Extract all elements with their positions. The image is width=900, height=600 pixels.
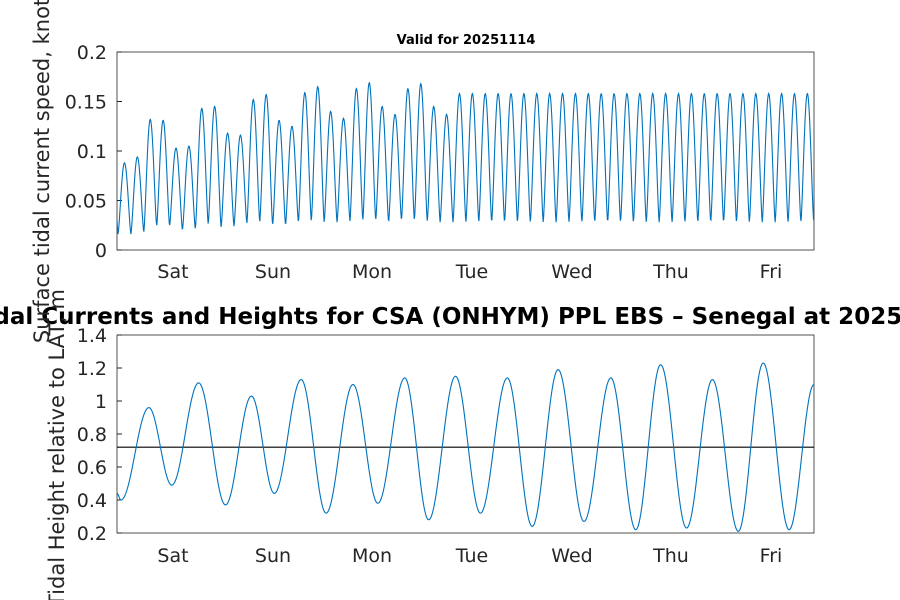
current-y-tick-label: 0.15 <box>65 92 107 114</box>
current-y-tick-label: 0 <box>95 240 107 262</box>
height-y-tick-label: 0.8 <box>77 424 107 446</box>
current-y-tick-label: 0.1 <box>77 141 107 163</box>
height-x-tick-label: Sat <box>157 545 188 567</box>
current-x-tick-label: Wed <box>551 261 592 283</box>
height-x-tick-label: Fri <box>760 545 783 567</box>
current-x-tick-label: Sun <box>255 261 291 283</box>
current-x-axis: Sat Sun Mon Tue Wed Thu Fri <box>157 261 782 283</box>
height-x-tick-label: Wed <box>551 545 592 567</box>
current-x-tick-label: Thu <box>652 261 689 283</box>
current-x-tick-label: Sat <box>157 261 188 283</box>
height-y-tick-label: 0.6 <box>77 457 107 479</box>
current-x-tick-label: Fri <box>760 261 783 283</box>
height-y-tick-label: 1.4 <box>77 325 107 347</box>
height-y-axis-label: Tidal Height relative to LAT, m <box>45 289 69 600</box>
current-x-tick-label: Tue <box>455 261 488 283</box>
height-x-tick-label: Sun <box>255 545 291 567</box>
current-y-tick-label: 0.05 <box>65 191 107 213</box>
height-x-tick-label: Thu <box>652 545 689 567</box>
tidal-height-panel: 0.2 0.4 0.6 0.8 1 1.2 1.4 Sat Sun Mon Tu… <box>77 325 815 567</box>
height-x-axis: Sat Sun Mon Tue Wed Thu Fri <box>157 545 782 567</box>
main-chart-title: Tidal Currents and Heights for CSA (ONHY… <box>0 304 900 330</box>
height-y-tick-label: 1 <box>95 391 107 413</box>
current-y-axis-label: Surface tidal current speed, knots <box>30 0 54 343</box>
current-y-tick-label: 0.2 <box>77 42 107 64</box>
tidal-height-series <box>116 362 815 532</box>
height-y-tick-label: 0.2 <box>77 523 107 545</box>
current-speed-panel: Valid for 20251114 0 0.05 0.1 0.15 0.2 S… <box>65 33 815 283</box>
height-y-tick-label: 1.2 <box>77 358 107 380</box>
height-plot-frame <box>116 334 815 534</box>
current-chart-title: Valid for 20251114 <box>397 33 536 48</box>
height-y-axis: 0.2 0.4 0.6 0.8 1 1.2 1.4 <box>77 325 122 545</box>
height-y-tick-label: 0.4 <box>77 490 107 512</box>
height-x-tick-label: Tue <box>455 545 488 567</box>
height-x-tick-label: Mon <box>352 545 392 567</box>
current-x-tick-label: Mon <box>352 261 392 283</box>
current-speed-series <box>116 81 815 235</box>
current-y-axis: 0 0.05 0.1 0.15 0.2 <box>65 42 122 262</box>
